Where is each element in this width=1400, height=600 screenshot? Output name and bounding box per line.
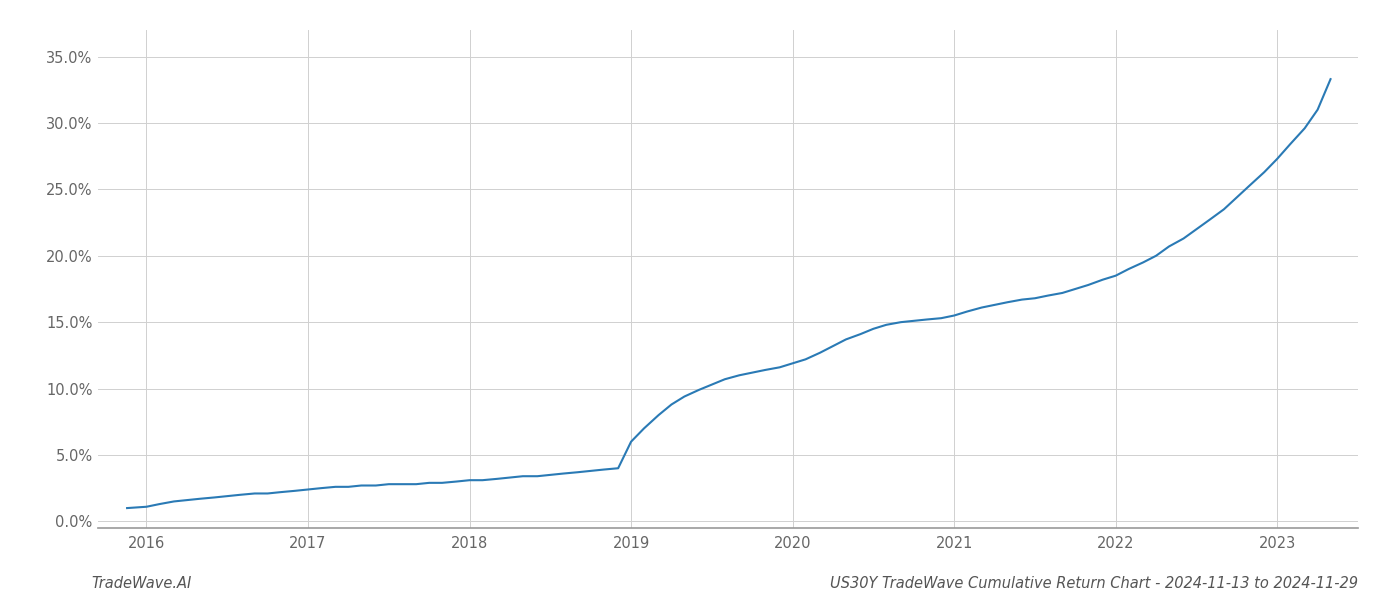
Text: TradeWave.AI: TradeWave.AI — [91, 576, 192, 591]
Text: US30Y TradeWave Cumulative Return Chart - 2024-11-13 to 2024-11-29: US30Y TradeWave Cumulative Return Chart … — [830, 576, 1358, 591]
